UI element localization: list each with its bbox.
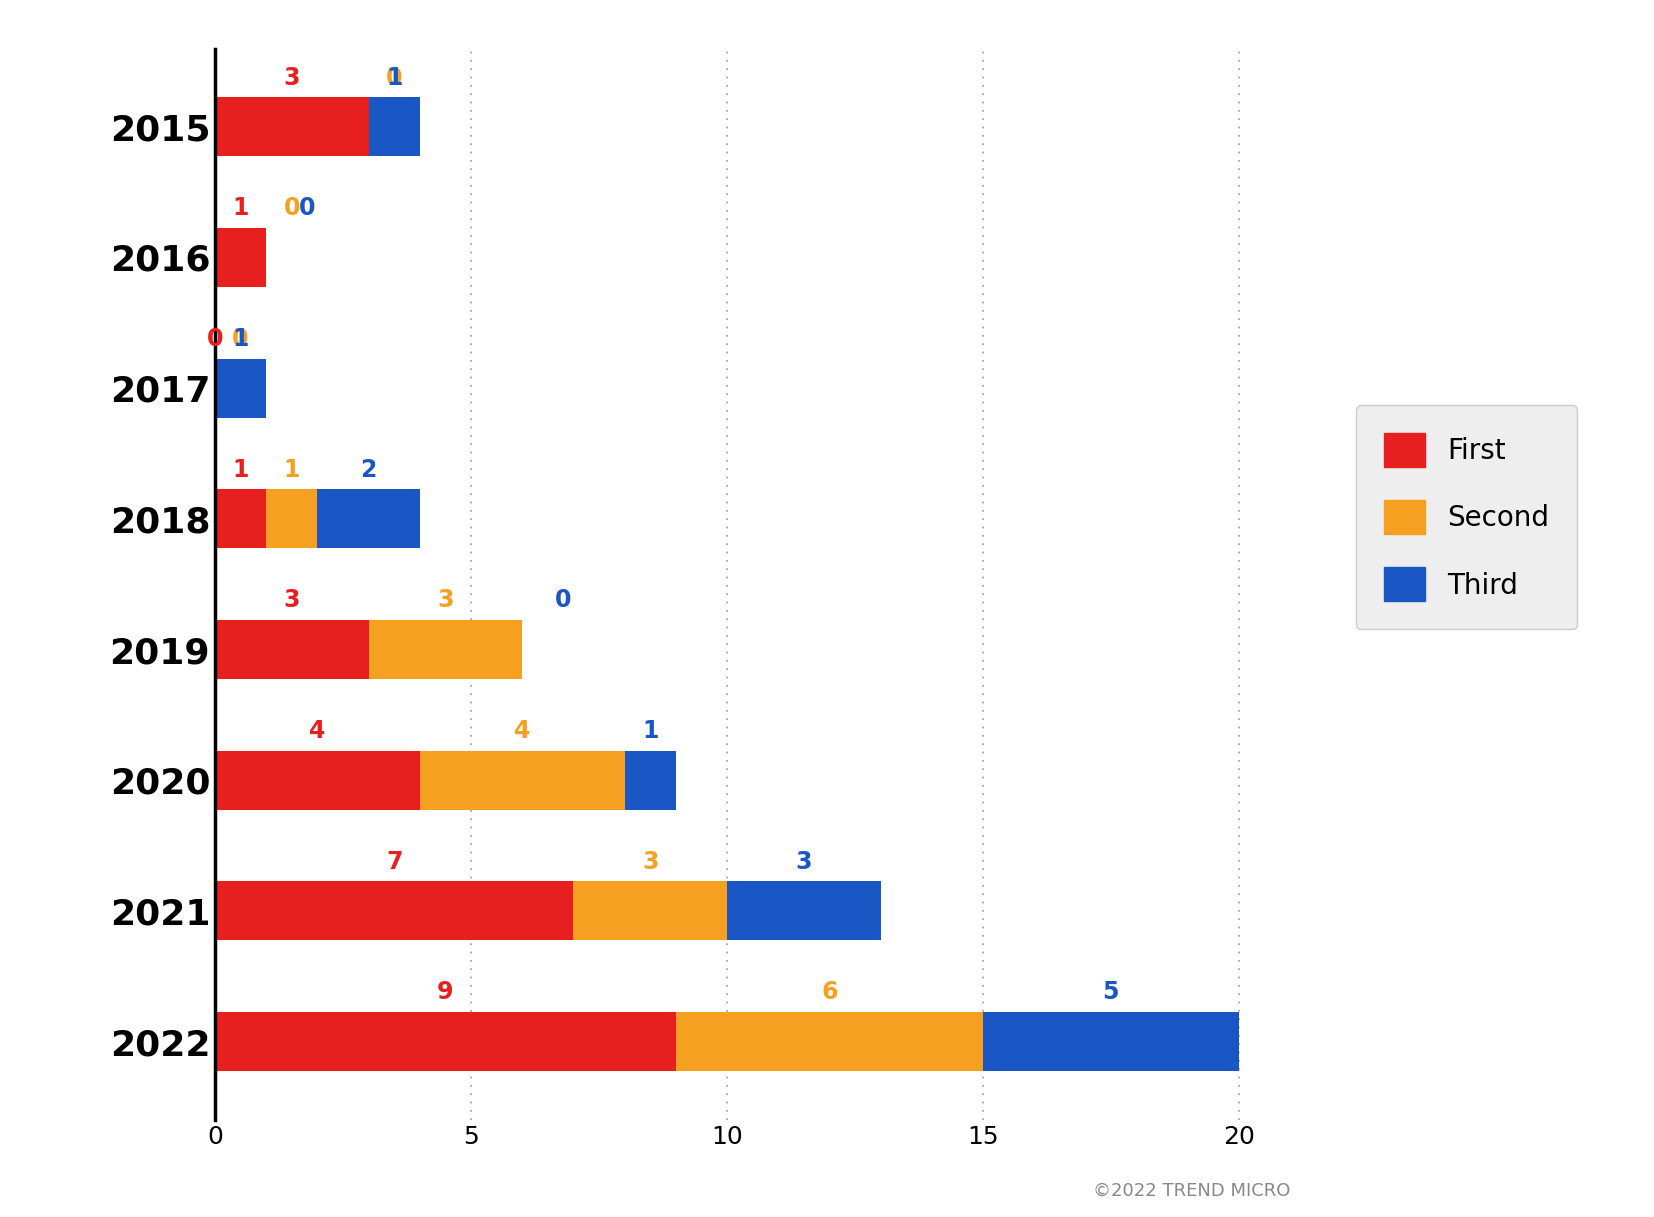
Bar [625, 751, 676, 809]
Bar [215, 228, 266, 287]
Bar [215, 359, 266, 417]
Text: 3: 3 [437, 588, 453, 612]
Text: 4: 4 [514, 719, 531, 742]
Text: 3: 3 [283, 66, 299, 90]
Bar [676, 1013, 982, 1071]
Text: 6: 6 [820, 981, 837, 1004]
Text: 1: 1 [642, 719, 658, 742]
Bar [728, 881, 880, 941]
Text: 1: 1 [233, 196, 248, 220]
Bar [369, 621, 523, 679]
Bar [318, 489, 420, 548]
Text: 0: 0 [207, 327, 223, 350]
Bar [215, 881, 574, 941]
Text: 1: 1 [385, 66, 402, 90]
Text: 1: 1 [233, 327, 248, 350]
Bar [420, 751, 625, 809]
Text: 3: 3 [283, 588, 299, 612]
Text: 0: 0 [299, 196, 316, 220]
Bar [215, 97, 369, 156]
Bar [215, 489, 266, 548]
Text: 7: 7 [385, 849, 402, 874]
Bar [266, 489, 318, 548]
Legend: First, Second, Third: First, Second, Third [1356, 405, 1578, 629]
Text: 1: 1 [283, 458, 299, 482]
Text: 3: 3 [642, 849, 658, 874]
Bar [982, 1013, 1239, 1071]
Text: 0: 0 [232, 327, 248, 350]
Text: 9: 9 [437, 981, 453, 1004]
Text: 0: 0 [385, 66, 402, 90]
Text: 4: 4 [309, 719, 326, 742]
Bar [574, 881, 728, 941]
Bar [215, 1013, 676, 1071]
Text: 0: 0 [283, 196, 299, 220]
Text: 3: 3 [796, 849, 812, 874]
Bar [215, 621, 369, 679]
Text: 0: 0 [554, 588, 571, 612]
Text: 5: 5 [1103, 981, 1120, 1004]
Text: ©2022 TREND MICRO: ©2022 TREND MICRO [1093, 1182, 1290, 1200]
Text: 1: 1 [233, 458, 248, 482]
Text: 2: 2 [361, 458, 377, 482]
Bar [369, 97, 420, 156]
Bar [215, 751, 420, 809]
